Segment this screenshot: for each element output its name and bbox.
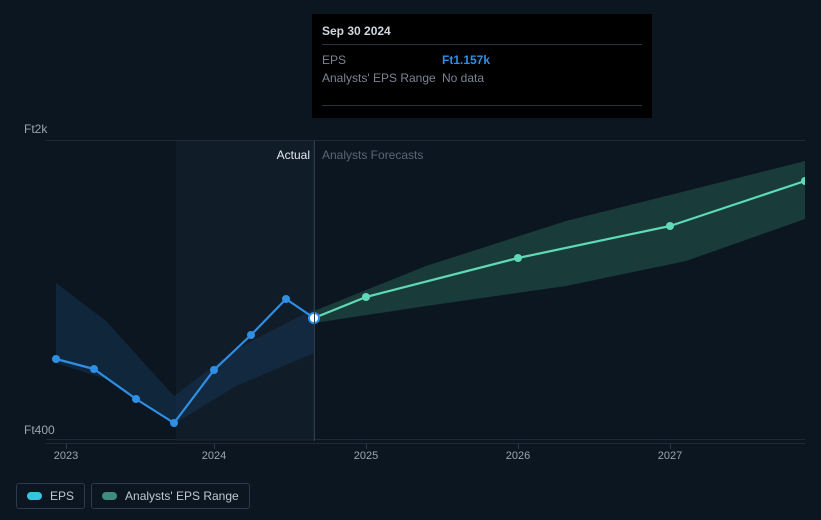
legend: EPS Analysts' EPS Range — [16, 483, 250, 509]
legend-swatch-eps — [27, 492, 42, 500]
hover-guideline — [314, 141, 315, 441]
x-tick-mark — [670, 444, 671, 449]
legend-item-range[interactable]: Analysts' EPS Range — [91, 483, 250, 509]
legend-swatch-range — [102, 492, 117, 500]
plot-area[interactable]: Actual Analysts Forecasts — [46, 140, 805, 440]
tooltip-key: Analysts' EPS Range — [322, 71, 442, 85]
tooltip-key: EPS — [322, 53, 442, 67]
chart-svg — [46, 141, 805, 441]
region-label-actual: Actual — [277, 148, 310, 162]
x-tick-mark — [518, 444, 519, 449]
x-tick-mark — [366, 444, 367, 449]
y-axis-top-label: Ft2k — [24, 122, 47, 136]
tooltip-value: No data — [442, 71, 484, 85]
x-tick-label: 2026 — [506, 450, 530, 462]
x-tick-label: 2023 — [54, 450, 78, 462]
legend-label: EPS — [50, 489, 74, 503]
tooltip-date: Sep 30 2024 — [322, 24, 642, 45]
legend-item-eps[interactable]: EPS — [16, 483, 85, 509]
hover-tooltip: Sep 30 2024 EPSFt1.157kAnalysts' EPS Ran… — [312, 14, 652, 118]
legend-label: Analysts' EPS Range — [125, 489, 239, 503]
region-label-forecast: Analysts Forecasts — [322, 148, 423, 162]
tooltip-row: EPSFt1.157k — [322, 51, 642, 69]
x-tick-mark — [66, 444, 67, 449]
x-tick-label: 2027 — [658, 450, 682, 462]
tooltip-divider — [322, 105, 642, 106]
tooltip-row: Analysts' EPS RangeNo data — [322, 69, 642, 87]
x-tick-label: 2025 — [354, 450, 378, 462]
x-axis: 2023 2024 2025 2026 2027 — [46, 443, 805, 463]
tooltip-value: Ft1.157k — [442, 53, 490, 67]
x-tick-mark — [214, 444, 215, 449]
x-tick-label: 2024 — [202, 450, 226, 462]
